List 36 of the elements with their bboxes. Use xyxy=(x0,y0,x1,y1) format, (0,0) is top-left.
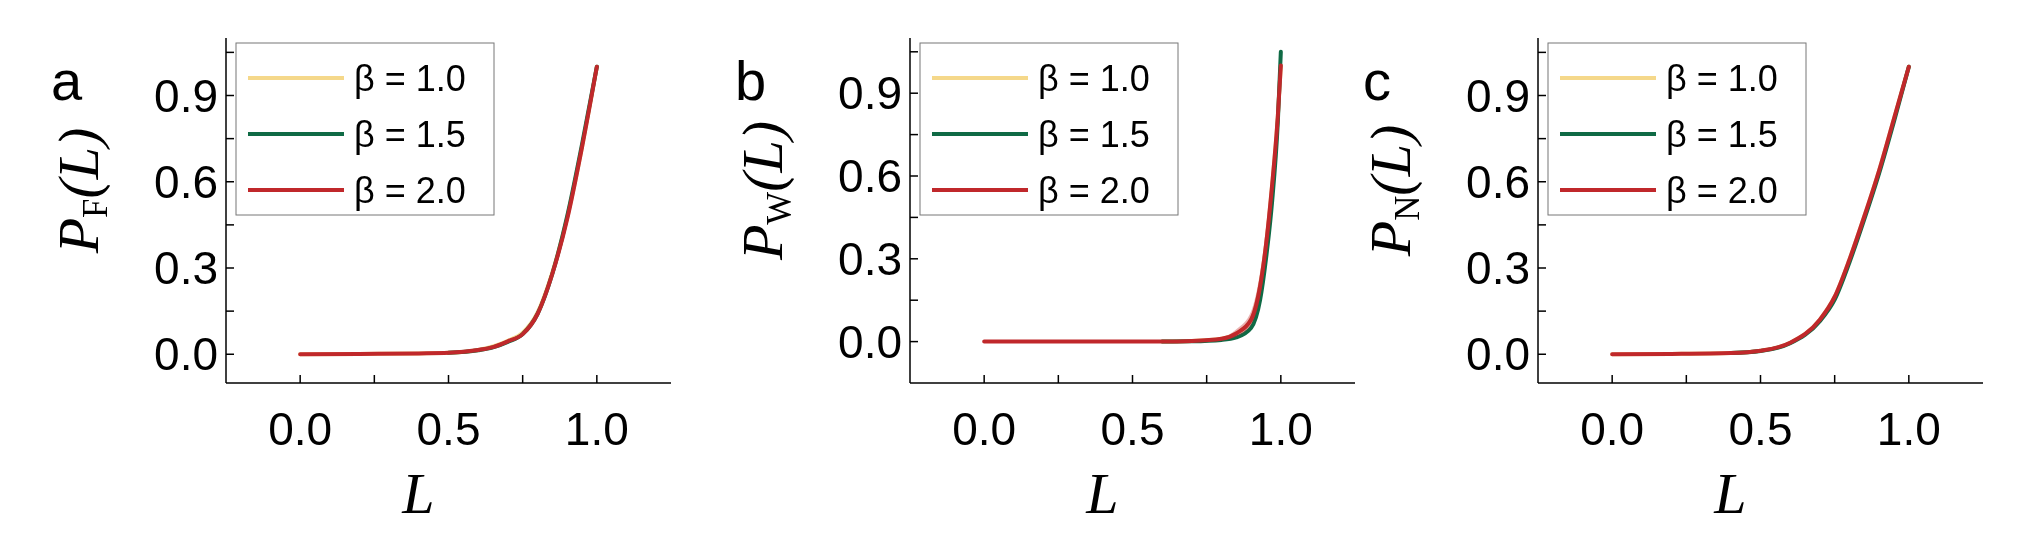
x-tick-label: 1.0 xyxy=(1876,403,1941,455)
x-tick-label: 1.0 xyxy=(564,403,629,455)
y-tick-label: 0.3 xyxy=(838,232,902,285)
x-tick-label: 0.5 xyxy=(416,403,481,455)
x-tick-label: 0.5 xyxy=(1728,403,1793,455)
x-tick-label: 0.0 xyxy=(268,403,333,455)
y-tick-label: 0.3 xyxy=(1466,242,1530,295)
legend-label: β = 1.0 xyxy=(1038,57,1150,99)
x-axis-title: L xyxy=(401,461,435,526)
x-tick-label: 0.0 xyxy=(952,403,1017,455)
x-axis-title: L xyxy=(1713,461,1747,526)
x-tick-label: 1.0 xyxy=(1248,403,1313,455)
y-tick-label: 0.0 xyxy=(154,328,218,381)
y-tick-label: 0.6 xyxy=(1466,155,1530,208)
legend-label: β = 1.0 xyxy=(354,57,466,99)
y-tick-label: 0.3 xyxy=(154,242,218,295)
legend-label: β = 2.0 xyxy=(1666,169,1778,211)
chart-title: a xyxy=(51,49,83,112)
legend-label: β = 1.5 xyxy=(1038,113,1150,155)
x-tick-label: 0.0 xyxy=(1580,403,1645,455)
chart-title: c xyxy=(1363,49,1391,112)
x-axis-title: L xyxy=(1085,461,1119,526)
x-tick-label: 0.5 xyxy=(1100,403,1165,455)
legend-label: β = 2.0 xyxy=(1038,169,1150,211)
legend-label: β = 2.0 xyxy=(354,169,466,211)
y-tick-label: 0.9 xyxy=(838,67,902,120)
y-tick-label: 0.9 xyxy=(1466,69,1530,122)
legend-label: β = 1.0 xyxy=(1666,57,1778,99)
chart-title: b xyxy=(735,49,767,112)
y-tick-label: 0.0 xyxy=(838,315,902,368)
y-tick-label: 0.0 xyxy=(1466,328,1530,381)
y-tick-label: 0.6 xyxy=(154,155,218,208)
y-tick-label: 0.9 xyxy=(154,69,218,122)
legend-label: β = 1.5 xyxy=(1666,113,1778,155)
y-tick-label: 0.6 xyxy=(838,150,902,203)
legend-label: β = 1.5 xyxy=(354,113,466,155)
